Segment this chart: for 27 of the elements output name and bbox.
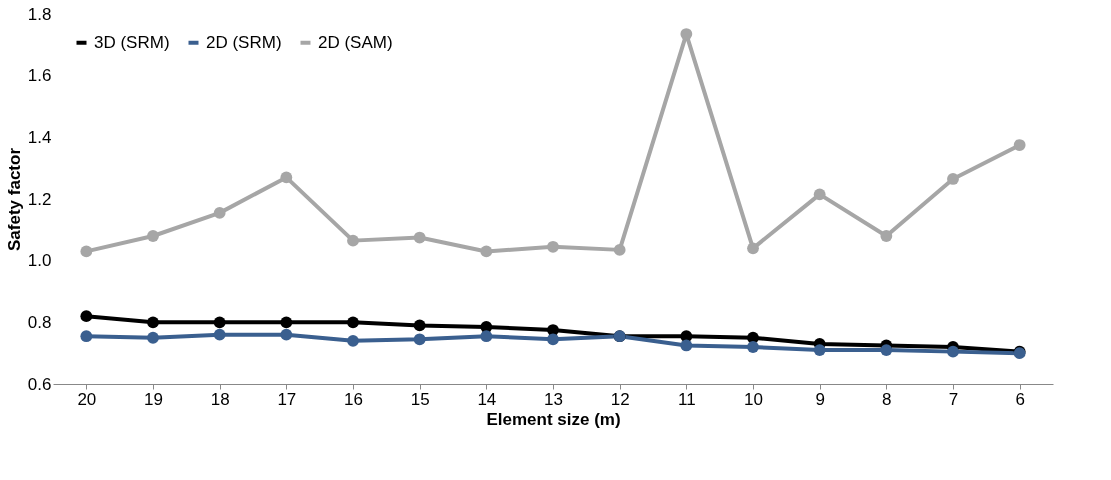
x-tick-label: 15 <box>410 389 430 409</box>
x-tick-label: 20 <box>77 389 97 409</box>
y-tick-label: 1.2 <box>27 189 52 209</box>
x-tick-label: 8 <box>882 389 892 409</box>
y-tick-label: 1.6 <box>27 66 52 86</box>
y-tick-label: 1.8 <box>27 4 52 24</box>
x-tick-label: 11 <box>678 389 696 409</box>
y-tick-label: 0.8 <box>27 312 52 332</box>
x-tick-label: 19 <box>144 389 163 409</box>
x-tick-label: 7 <box>948 389 959 409</box>
legend-label: 2D (SAM) <box>318 32 393 52</box>
legend-label: 2D (SRM) <box>206 32 282 52</box>
y-tick-label: 0.6 <box>27 374 52 394</box>
x-tick-label: 12 <box>610 389 630 409</box>
x-tick-label: 17 <box>277 389 297 409</box>
legend-label: 3D (SRM) <box>94 32 170 52</box>
x-tick-label: 10 <box>744 389 763 409</box>
y-tick-label: 1.0 <box>27 251 52 271</box>
x-tick-label: 14 <box>477 389 497 409</box>
x-tick-label: 18 <box>210 389 230 409</box>
y-axis-title: Safety factor <box>4 147 24 251</box>
x-tick-label: 13 <box>544 389 563 409</box>
x-axis-title: Element size (m) <box>486 409 621 429</box>
x-tick-label: 16 <box>344 389 363 409</box>
y-tick-label: 1.4 <box>27 127 52 147</box>
x-tick-label: 6 <box>1015 389 1025 409</box>
x-tick-label: 9 <box>815 389 825 409</box>
